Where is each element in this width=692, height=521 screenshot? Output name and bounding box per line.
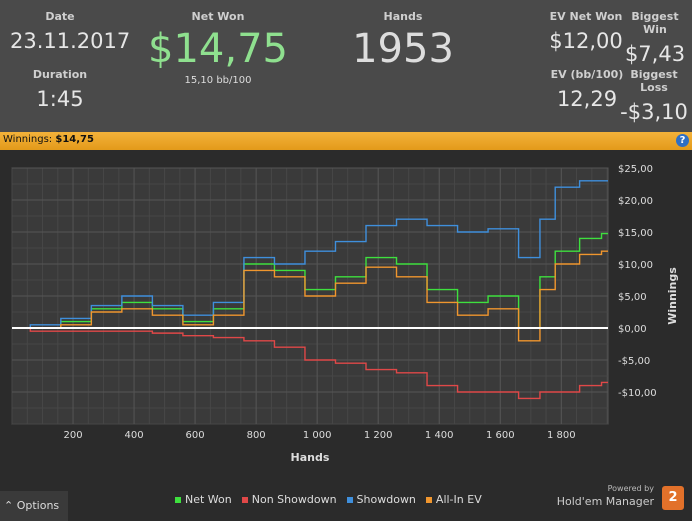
- x-tick-label: 200: [63, 430, 82, 441]
- ev-bb-stat: EV (bb/100) 12,29: [550, 68, 624, 111]
- series-line-showdown: [12, 180, 608, 329]
- legend-label: Non Showdown: [251, 493, 337, 506]
- legend-swatch: [346, 497, 353, 503]
- winnings-bar: Winnings: $14,75 ?: [0, 132, 692, 150]
- y-tick-label: $10,00: [618, 260, 653, 271]
- series-line-non-showdown: [12, 327, 608, 400]
- biggest-win-stat: Biggest Win $7,43: [620, 10, 690, 66]
- options-label: Options: [16, 499, 60, 512]
- net-won-label: Net Won: [191, 10, 245, 23]
- legend-item: Non Showdown: [241, 493, 337, 506]
- brand-logo: 2: [662, 486, 684, 510]
- legend-item: Net Won: [175, 493, 232, 506]
- winnings-bar-label: Winnings:: [3, 134, 53, 145]
- options-button[interactable]: ⌃ Options: [0, 491, 68, 521]
- date-value: 23.11.2017: [10, 29, 131, 53]
- biggest-win-value: $7,43: [624, 42, 686, 66]
- y-tick-label: $15,00: [618, 228, 653, 239]
- ev-net-won-stat: EV Net Won $12,00: [548, 10, 624, 53]
- legend-item: All-In EV: [425, 493, 482, 506]
- y-tick-label: $0,00: [618, 324, 647, 335]
- y-tick-label: $20,00: [618, 196, 653, 207]
- legend-item: Showdown: [346, 493, 416, 506]
- biggest-loss-stat: Biggest Loss -$3,10: [618, 68, 690, 124]
- y-tick-label: -$5,00: [618, 356, 650, 367]
- biggest-loss-label: Biggest Loss: [630, 68, 678, 94]
- legend-label: Showdown: [356, 493, 416, 506]
- winnings-chart: -$10,00 -$5,00 $0,00 $5,00 $10,00 $15,00 $20,0…: [11, 164, 679, 464]
- biggest-loss-value: -$3,10: [620, 100, 688, 124]
- x-tick-label: 1 400: [425, 430, 454, 441]
- y-axis-label: Winnings: [666, 267, 679, 325]
- x-tick-label: 800: [247, 430, 266, 441]
- hands-label: Hands: [383, 10, 423, 23]
- footer: ⌃ Options Net Won Non Showdown Showdown All…: [0, 484, 692, 521]
- legend-swatch: [175, 497, 181, 503]
- duration-label: Duration: [32, 68, 88, 81]
- brand: Powered by Hold'em Manager 2: [544, 484, 684, 519]
- hands-stat: Hands 1953: [343, 10, 463, 71]
- ev-net-won-value: $12,00: [549, 29, 623, 53]
- biggest-win-label: Biggest Win: [631, 10, 679, 36]
- winnings-bar-text: Winnings: $14,75: [3, 134, 94, 145]
- legend-label: Net Won: [185, 493, 232, 506]
- powered-by: Powered by: [607, 484, 654, 493]
- legend-label: All-In EV: [435, 493, 482, 506]
- y-tick-label: -$10,00: [618, 388, 657, 399]
- series-line-all-in-ev: [12, 250, 608, 342]
- duration-stat: Duration 1:45: [10, 68, 110, 111]
- net-won-stat: Net Won $14,75 15,10 bb/100: [138, 10, 298, 86]
- summary-header: Date 23.11.2017 Duration 1:45 Net Won $1…: [0, 0, 692, 132]
- y-tick-label: $5,00: [618, 292, 647, 303]
- x-axis-label: Hands: [291, 451, 330, 464]
- x-tick-label: 1 800: [547, 430, 576, 441]
- hands-value: 1953: [352, 26, 454, 72]
- x-tick-label: 1 200: [364, 430, 393, 441]
- winnings-bar-value: $14,75: [55, 134, 94, 145]
- ev-bb-label: EV (bb/100): [550, 68, 624, 81]
- ev-bb-value: 12,29: [556, 87, 618, 111]
- duration-value: 1:45: [36, 87, 84, 111]
- legend-swatch: [425, 497, 432, 503]
- legend-swatch: [241, 497, 248, 503]
- x-tick-label: 400: [125, 430, 144, 441]
- x-tick-label: 1 000: [303, 430, 332, 441]
- brand-name: Hold'em Manager: [556, 495, 654, 508]
- chart-legend: Net Won Non Showdown Showdown All-In EV: [175, 493, 492, 506]
- net-won-bb100: 15,10 bb/100: [184, 75, 252, 86]
- chevron-up-icon: ⌃: [4, 499, 14, 512]
- y-tick-label: $25,00: [618, 164, 653, 175]
- date-label: Date: [45, 10, 75, 23]
- help-icon[interactable]: ?: [676, 134, 689, 147]
- ev-net-won-label: EV Net Won: [549, 10, 623, 23]
- x-tick-label: 600: [186, 430, 205, 441]
- date-stat: Date 23.11.2017: [10, 10, 131, 53]
- x-tick-label: 1 600: [486, 430, 515, 441]
- chart-area: -$10,00 -$5,00 $0,00 $5,00 $10,00 $15,00 $20,0…: [0, 150, 692, 485]
- net-won-value: $14,75: [148, 26, 288, 72]
